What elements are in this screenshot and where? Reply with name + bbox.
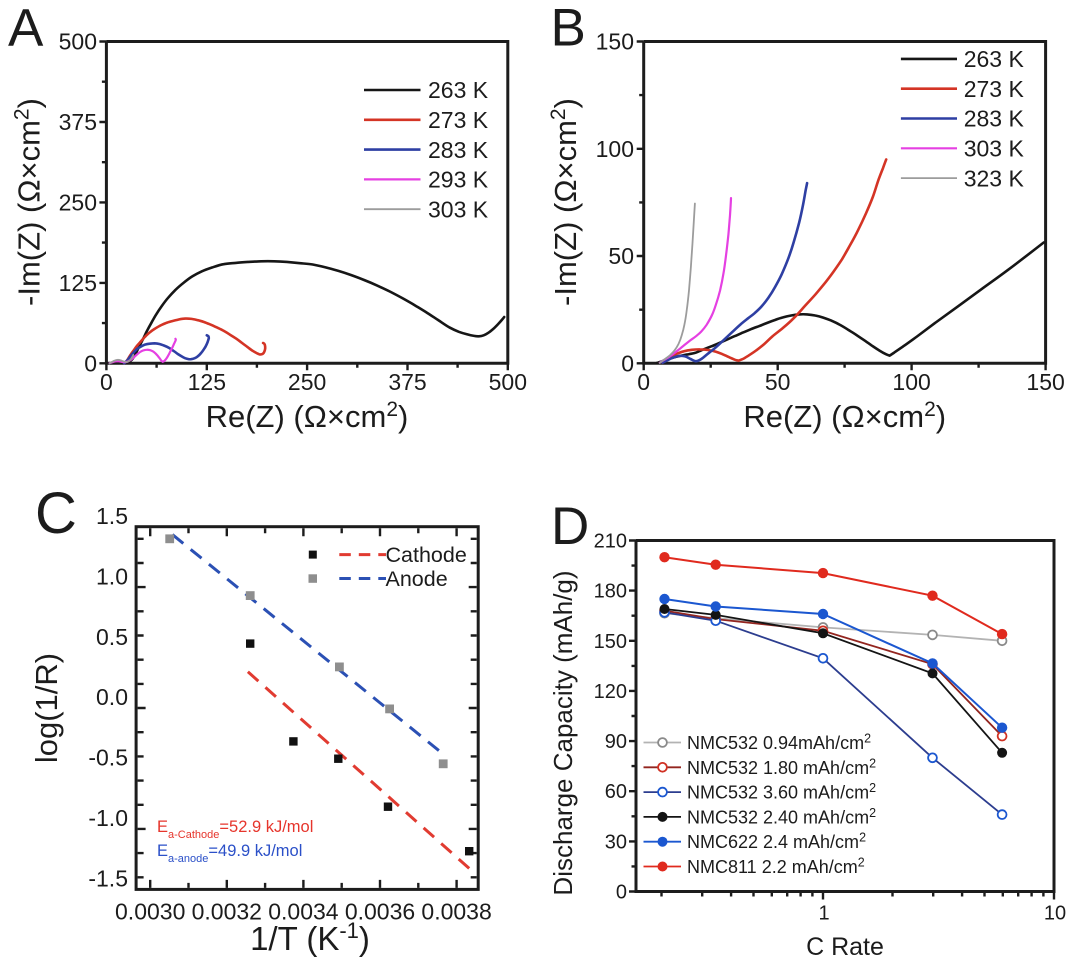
svg-text:303 K: 303 K	[428, 196, 489, 222]
svg-text:NMC532 3.60 mAh/cm2: NMC532 3.60 mAh/cm2	[687, 781, 876, 803]
svg-text:120: 120	[594, 681, 627, 703]
svg-text:1.5: 1.5	[96, 503, 128, 529]
svg-text:100: 100	[892, 369, 930, 395]
svg-text:0: 0	[84, 351, 97, 377]
svg-text:30: 30	[605, 831, 627, 853]
svg-text:323 K: 323 K	[964, 165, 1025, 191]
svg-text:C Rate: C Rate	[806, 933, 884, 961]
svg-text:0: 0	[100, 369, 113, 395]
svg-text:0: 0	[616, 882, 627, 904]
svg-text:125: 125	[59, 270, 97, 296]
svg-text:NMC811 2.2 mAh/cm2: NMC811 2.2 mAh/cm2	[687, 856, 865, 878]
svg-text:500: 500	[489, 369, 527, 395]
svg-text:Re(Z) (Ω×cm2): Re(Z) (Ω×cm2)	[743, 398, 946, 434]
svg-text:NMC622 2.4 mAh/cm2: NMC622 2.4 mAh/cm2	[687, 831, 866, 853]
svg-text:283 K: 283 K	[964, 106, 1025, 132]
svg-text:273 K: 273 K	[428, 107, 489, 133]
svg-text:0.5: 0.5	[96, 624, 128, 650]
svg-text:150: 150	[596, 29, 634, 55]
svg-text:250: 250	[288, 369, 326, 395]
svg-text:Re(Z) (Ω×cm2): Re(Z) (Ω×cm2)	[206, 398, 409, 434]
svg-text:150: 150	[594, 631, 627, 653]
svg-text:10: 10	[1044, 903, 1066, 925]
svg-text:Ea-Cathode=52.9 kJ/mol: Ea-Cathode=52.9 kJ/mol	[157, 818, 313, 841]
svg-text:NMC532 2.40 mAh/cm2: NMC532 2.40 mAh/cm2	[687, 806, 876, 828]
svg-text:303 K: 303 K	[964, 136, 1025, 162]
svg-text:210: 210	[594, 531, 627, 553]
svg-text:125: 125	[188, 369, 226, 395]
svg-text:500: 500	[59, 29, 97, 55]
svg-text:50: 50	[608, 243, 634, 269]
svg-text:0.0030: 0.0030	[115, 899, 185, 925]
svg-text:A: A	[8, 0, 44, 58]
svg-text:0.0032: 0.0032	[192, 899, 262, 925]
svg-text:D: D	[551, 497, 589, 556]
svg-text:375: 375	[59, 109, 97, 135]
svg-text:0.0034: 0.0034	[268, 899, 339, 925]
svg-text:60: 60	[605, 781, 627, 803]
svg-text:Anode: Anode	[386, 567, 448, 591]
svg-text:180: 180	[594, 581, 627, 603]
svg-text:0: 0	[621, 351, 634, 377]
svg-text:1: 1	[818, 903, 829, 925]
svg-text:C: C	[35, 481, 77, 546]
svg-text:0.0036: 0.0036	[345, 899, 415, 925]
svg-text:0.0: 0.0	[96, 684, 128, 710]
svg-text:263 K: 263 K	[428, 77, 489, 103]
svg-text:250: 250	[59, 190, 97, 216]
svg-text:0: 0	[637, 369, 650, 395]
svg-text:375: 375	[388, 369, 426, 395]
svg-text:293 K: 293 K	[428, 167, 489, 193]
svg-text:NMC532 0.94mAh/cm2: NMC532 0.94mAh/cm2	[687, 732, 871, 754]
svg-text:0.0038: 0.0038	[421, 899, 491, 925]
svg-text:-Im(Z) (Ω×cm2): -Im(Z) (Ω×cm2)	[547, 98, 583, 306]
svg-text:-Im(Z) (Ω×cm2): -Im(Z) (Ω×cm2)	[11, 98, 47, 306]
svg-text:B: B	[551, 0, 586, 58]
svg-text:150: 150	[1026, 369, 1064, 395]
svg-text:283 K: 283 K	[428, 137, 489, 163]
svg-text:90: 90	[605, 731, 627, 753]
svg-text:NMC532 1.80 mAh/cm2: NMC532 1.80 mAh/cm2	[687, 756, 876, 778]
svg-text:100: 100	[596, 136, 634, 162]
svg-text:log(1/R): log(1/R)	[29, 653, 64, 763]
svg-text:Discharge Capacity (mAh/g): Discharge Capacity (mAh/g)	[548, 570, 578, 895]
svg-text:-1.5: -1.5	[88, 866, 128, 892]
svg-text:273 K: 273 K	[964, 76, 1025, 102]
svg-text:-0.5: -0.5	[88, 745, 128, 771]
svg-text:-1.0: -1.0	[88, 805, 128, 831]
svg-text:1.0: 1.0	[96, 563, 128, 589]
svg-text:263 K: 263 K	[964, 46, 1025, 72]
svg-text:50: 50	[765, 369, 791, 395]
svg-text:Cathode: Cathode	[386, 543, 467, 567]
